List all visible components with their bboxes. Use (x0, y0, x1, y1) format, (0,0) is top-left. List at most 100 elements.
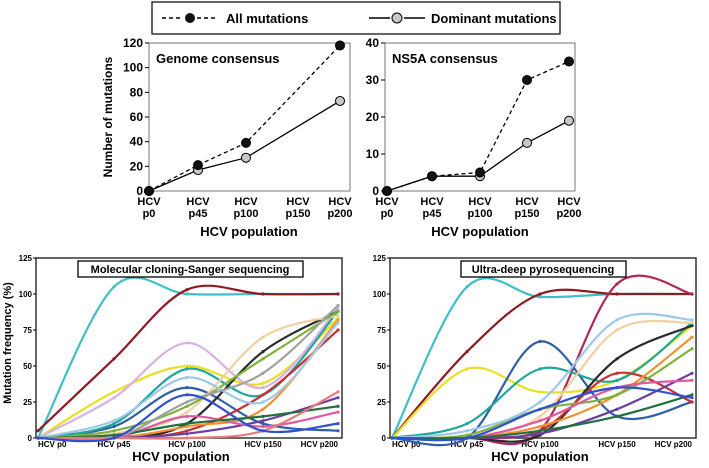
ns5a-xtick-label: p0 (381, 208, 394, 220)
sanger-series-point (185, 386, 189, 390)
legend: All mutations Dominant mutations (151, 1, 561, 35)
genome-xtick-label: HCV (137, 196, 161, 208)
udps-series-point (690, 371, 694, 375)
ns5a-xtick-label: HCV (515, 196, 539, 208)
ns5a-xtick-label: p45 (423, 208, 442, 220)
genome-y-axis-label: Number of mutations (101, 56, 115, 177)
legend-all-label: All mutations (226, 11, 308, 26)
udps-series-point (538, 390, 542, 394)
udps-series-point (615, 393, 619, 397)
sanger-series-point (261, 407, 265, 411)
udps-series-line (390, 288, 694, 440)
sanger-series-point (336, 404, 340, 408)
udps-series-point (690, 396, 694, 400)
sanger-series-point (112, 390, 116, 394)
sanger-ytick-label: 0 (28, 434, 33, 443)
sanger-series-point (336, 390, 340, 394)
sanger-chart-title: Molecular cloning-Sanger sequencing (91, 264, 290, 276)
genome-chart-title: Genome consensus (156, 51, 280, 66)
genome-ytick-label: 80 (130, 85, 144, 99)
udps-ytick-label: 25 (377, 398, 386, 407)
sanger-series-line (36, 276, 340, 440)
ns5a-dominant-point (564, 115, 574, 126)
sanger-series-point (261, 292, 265, 296)
sanger-series-point (185, 404, 189, 408)
genome-xtick-label: p0 (143, 208, 156, 220)
udps-series-point (615, 318, 619, 322)
genome-xtick-label: p45 (189, 208, 208, 220)
sanger-series-point (185, 422, 189, 426)
sanger-ytick-label: 75 (23, 326, 32, 335)
genome-ytick-label: 20 (130, 159, 144, 173)
udps-series-point (690, 324, 694, 328)
sanger-series-line (36, 310, 340, 440)
genome-ytick-label: 40 (130, 135, 144, 149)
udps-x-axis-label: HCV population (491, 449, 589, 464)
legend-all-marker (185, 13, 195, 23)
udps-ytick-label: 75 (377, 326, 386, 335)
ns5a-all-point (382, 186, 392, 196)
udps-series-point (538, 419, 542, 423)
sanger-sequencing-chart: Mutation frequency (%) HCV population 0 2… (2, 254, 343, 464)
udps-series-point (690, 318, 694, 322)
sanger-tick-layer: 0 25 50 75 100 125 HCV p0 HCV p45 HCV p100 HCV p1… (19, 254, 339, 449)
sanger-series-point (261, 419, 265, 423)
sanger-series-line (36, 284, 340, 432)
sanger-series-point (336, 410, 340, 414)
sanger-series-point (261, 381, 265, 385)
ns5a-all-point (522, 75, 532, 85)
udps-series-point (538, 414, 542, 418)
udps-series-point (465, 350, 469, 354)
sanger-series-point (336, 292, 340, 296)
udps-series-line (390, 319, 694, 441)
genome-xtick-label: HCV (286, 196, 310, 208)
sanger-ytick-label: 50 (23, 362, 32, 371)
genome-dominant-point (335, 95, 345, 106)
ns5a-xtick-label: p200 (556, 208, 581, 220)
genome-xtick-label: HCV (328, 196, 352, 208)
udps-series-point (690, 347, 694, 351)
ns5a-xtick-label: p100 (467, 208, 492, 220)
genome-xtick-label: HCV (234, 196, 258, 208)
sanger-y-axis-label: Mutation frequency (%) (2, 282, 14, 404)
ultra-deep-pyrosequencing-chart: HCV population 0 25 50 75 100 125 HCV p0 HCV p4… (373, 254, 697, 464)
sanger-series-point (185, 375, 189, 380)
ns5a-xtick-label: p150 (514, 208, 539, 220)
udps-series-point (465, 429, 469, 433)
udps-series-point (465, 433, 469, 437)
genome-consensus-chart: Genome consensus Number of mutations HCV… (101, 36, 353, 239)
sanger-series-point (185, 393, 189, 397)
udps-ytick-label: 125 (373, 254, 387, 263)
sanger-xtick-label: HCV p0 (38, 440, 67, 449)
sanger-xtick-label: HCV p100 (168, 440, 206, 449)
udps-series-point (615, 292, 619, 296)
ns5a-ytick-label: 10 (366, 147, 380, 161)
sanger-series-point (261, 422, 265, 426)
sanger-series-point (336, 396, 340, 400)
udps-series-point (615, 414, 619, 418)
sanger-series-point (261, 424, 265, 429)
udps-mark-layer (390, 274, 694, 447)
udps-series-point (465, 422, 469, 426)
sanger-series-point (185, 436, 189, 440)
udps-xtick-label: HCV p150 (598, 440, 636, 449)
sanger-series-point (112, 422, 116, 426)
sanger-series-point (185, 410, 189, 414)
udps-series-point (465, 436, 469, 440)
ns5a-consensus-chart: NS5A consensus HCV population 0 10 20 30 40 H… (366, 36, 582, 239)
sanger-series-point (112, 433, 116, 437)
legend-dominant-label: Dominant mutations (431, 11, 557, 26)
udps-series-point (465, 367, 469, 371)
udps-xtick-label: HCV p45 (451, 440, 484, 449)
udps-ytick-label: 50 (377, 362, 386, 371)
udps-chart-title: Ultra-deep pyrosequencing (472, 264, 614, 276)
genome-dominant-line (148, 100, 341, 192)
legend-dominant-marker (391, 12, 403, 24)
sanger-series-point (336, 328, 340, 332)
udps-xtick-label: HCV p0 (392, 440, 421, 449)
sanger-series-point (36, 429, 40, 433)
sanger-series-point (185, 429, 189, 433)
udps-series-point (538, 339, 542, 344)
genome-x-axis-label: HCV population (200, 224, 298, 239)
